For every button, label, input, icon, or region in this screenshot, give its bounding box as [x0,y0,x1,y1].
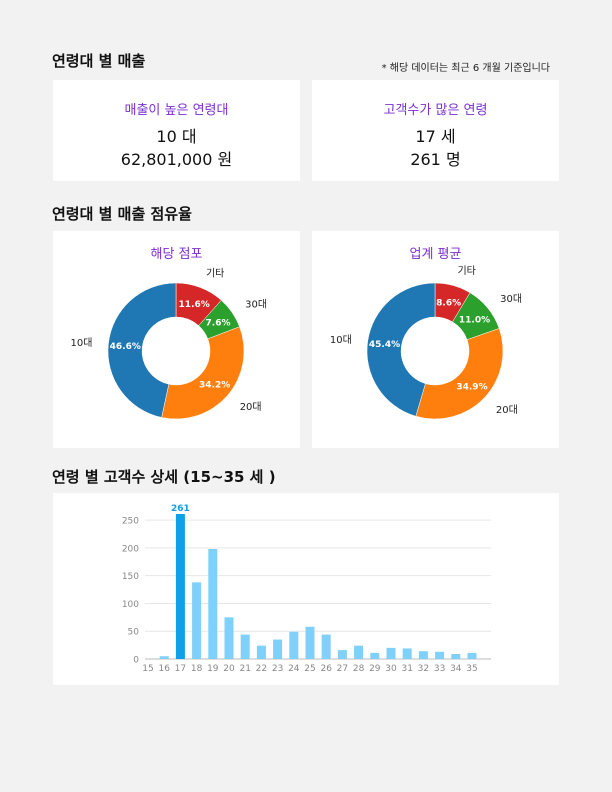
donut-card-industry: 업계 평균 8.6% 기타 11.0% 30대 34.9% 20대 45.4% 10대 [312,231,559,448]
bar-25 [305,626,315,659]
x-tick-label: 25 [304,664,315,674]
donut-title: 해당 점포 [150,247,203,262]
x-tick-label: 21 [239,664,250,674]
x-tick-label: 19 [207,664,219,674]
donut-value-label: 11.0% [459,315,490,325]
x-tick-label: 22 [256,664,267,674]
bar-27 [337,650,347,659]
y-tick-label: 250 [122,517,139,527]
donut-slice-20대 [161,326,245,420]
donut-value-label: 11.6% [179,300,210,310]
donut-category-label: 30대 [500,293,522,305]
donut-value-label: 8.6% [436,298,461,308]
bar-21 [240,634,250,659]
bar-31 [402,648,412,659]
card-label: 고객수가 많은 연령 [383,103,488,118]
card-value-count: 261 명 [410,150,461,169]
bar-29 [370,652,380,659]
bar-35 [467,652,477,659]
donut-category-label: 기타 [457,265,475,277]
donut-slice-10대 [366,282,436,417]
section-title-sales-by-age: 연령대 별 매출 [52,52,146,70]
y-tick-label: 0 [133,656,139,666]
card-value-sales: 62,801,000 원 [120,150,233,169]
x-tick-label: 20 [223,664,235,674]
x-tick-label: 24 [288,664,300,674]
x-tick-label: 27 [337,664,348,674]
customers-bar-chart: 0 50 100 150 200 250 15 16 17 261 18 19 20 21 22 23 24 25… [122,504,491,674]
x-tick-label: 28 [353,664,365,674]
x-tick-label: 29 [369,664,381,674]
bar-30 [386,647,396,659]
y-tick-label: 200 [122,544,139,554]
data-period-note: * 해당 데이터는 최근 6 개월 기준입니다 [381,63,550,74]
bar-17 [175,514,185,659]
x-tick-label: 15 [142,664,153,674]
bar-22 [256,645,266,659]
donut-card-store: 해당 점포 11.6% 기타 7.6% 30대 34.2% 20대 46.6% 10대 [53,231,300,448]
x-tick-label: 35 [466,664,477,674]
donut-category-label: 30대 [245,298,267,310]
section-title-sales-share: 연령대 별 매출 점유율 [52,205,192,223]
bar-23 [273,639,283,659]
x-tick-label: 30 [385,664,397,674]
section-title-customers-by-age: 연령 별 고객수 상세 (15~35 세 ) [52,468,276,486]
x-tick-label: 34 [450,664,462,674]
top-customer-age-card: 고객수가 많은 연령 17 세 261 명 [312,80,559,181]
card-label: 매출이 높은 연령대 [124,103,229,118]
donut-value-label: 45.4% [369,340,400,350]
bar-26 [321,634,331,659]
donut-value-label: 34.2% [199,381,230,391]
card-value-age: 10 대 [156,127,197,146]
bar-34 [451,654,461,659]
bar-24 [289,631,299,659]
donut-category-label: 10대 [71,337,93,349]
x-tick-label: 16 [158,664,170,674]
bar-19 [208,549,218,659]
x-tick-label: 18 [191,664,203,674]
x-tick-label: 32 [418,664,429,674]
donut-category-label: 20대 [496,404,518,416]
y-tick-label: 50 [128,628,140,638]
bar-18 [192,582,202,659]
donut-chart-industry: 8.6% 기타 11.0% 30대 34.9% 20대 45.4% 10대 [330,265,522,420]
y-tick-label: 100 [122,600,139,610]
bar-20 [224,617,234,659]
x-tick-label: 31 [401,664,412,674]
donut-category-label: 20대 [240,401,262,413]
bar-highlight-label: 261 [171,504,190,514]
x-tick-label: 23 [272,664,283,674]
donut-category-label: 기타 [206,268,224,280]
donut-value-label: 7.6% [206,319,231,329]
donut-value-label: 46.6% [110,342,141,352]
bar-32 [418,651,428,659]
donut-category-label: 10대 [330,334,352,346]
bar-card: 0 50 100 150 200 250 15 16 17 261 18 19 20 21 22 23 24 25… [53,493,559,685]
x-tick-label: 17 [175,664,186,674]
y-tick-label: 150 [122,572,139,582]
donut-slice-20대 [415,328,504,420]
donut-title: 업계 평균 [409,247,462,262]
bar-16 [159,656,169,659]
bar-28 [354,645,364,659]
bar-33 [435,651,445,659]
x-tick-label: 33 [434,664,445,674]
x-tick-label: 26 [320,664,332,674]
card-value-age: 17 세 [415,127,456,146]
donut-slice-10대 [107,282,177,418]
donut-chart-store: 11.6% 기타 7.6% 30대 34.2% 20대 46.6% 10대 [71,268,267,420]
top-sales-age-card: 매출이 높은 연령대 10 대 62,801,000 원 [53,80,300,181]
donut-value-label: 34.9% [456,383,487,393]
